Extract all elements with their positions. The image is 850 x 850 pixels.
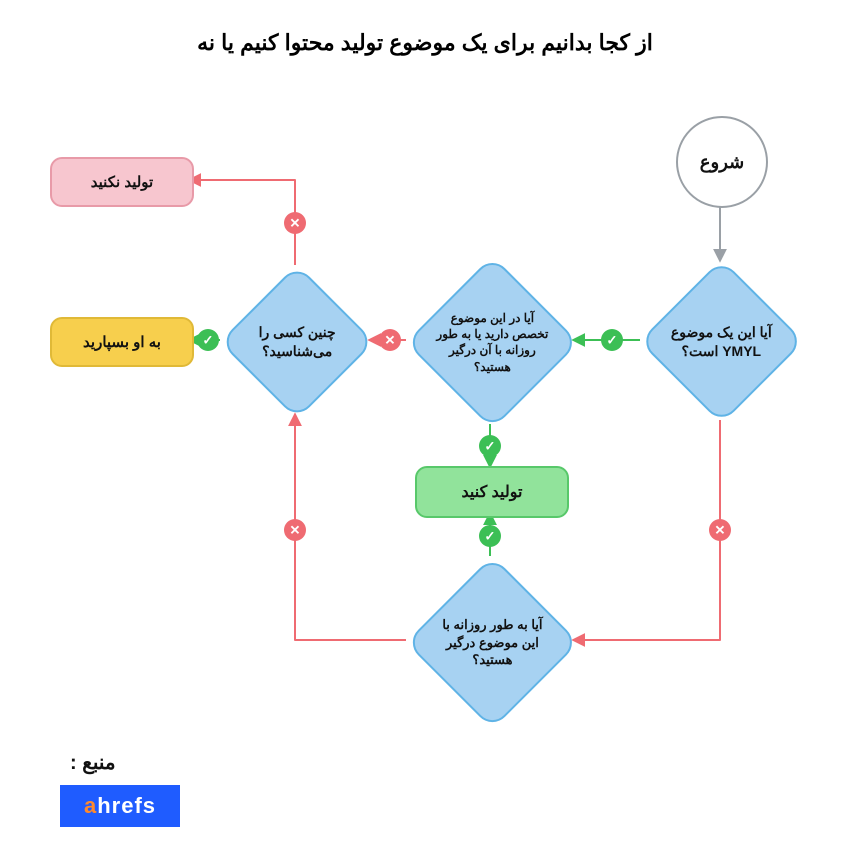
badge-e_ymyl_expert: ✓	[601, 329, 623, 351]
node-q_expert-label: آیا در این موضوع تخصص دارید یا به طور رو…	[433, 310, 552, 375]
node-start: شروع	[676, 116, 768, 208]
node-t_do: تولید کنید	[415, 466, 569, 518]
badge-e_expert_know: ✕	[379, 329, 401, 351]
svg-text:✕: ✕	[715, 523, 726, 538]
node-q_daily-label: آیا به طور روزانه با این موضوع درگیر هست…	[433, 616, 552, 669]
badge-e_daily_know: ✕	[284, 519, 306, 541]
svg-text:✓: ✓	[203, 333, 214, 348]
badge-e_ymyl_daily: ✕	[709, 519, 731, 541]
svg-text:✕: ✕	[290, 216, 301, 231]
badge-e_know_dont: ✕	[284, 212, 306, 234]
svg-text:✕: ✕	[385, 333, 396, 348]
edge-e_daily_know	[295, 415, 406, 640]
badge-e_know_outs: ✓	[197, 329, 219, 351]
flowchart-stage: ✓ ✕ ✓ ✕ ✓ ✕ ✓ ✕ از کجا بدانیم برای یک موضوع تول…	[0, 0, 850, 850]
node-t_outs: به او بسپارید	[50, 317, 194, 367]
edge-e_know_dont	[190, 180, 295, 265]
svg-text:✓: ✓	[485, 529, 496, 544]
badge-e_expert_do: ✓	[479, 435, 501, 457]
source-ahrefs-logo: ahrefs	[60, 785, 180, 827]
svg-text:✓: ✓	[485, 439, 496, 454]
edge-e_ymyl_daily	[574, 420, 720, 640]
node-q_ymyl-label: آیا این یک موضوع YMYL است؟	[665, 323, 778, 361]
badge-e_daily_do: ✓	[479, 525, 501, 547]
page-title: از کجا بدانیم برای یک موضوع تولید محتوا …	[0, 30, 850, 56]
svg-text:✓: ✓	[607, 333, 618, 348]
node-t_dont: تولید نکنید	[50, 157, 194, 207]
node-q_know-label: چنین کسی را می‌شناسید؟	[244, 323, 350, 361]
ahrefs-text: ahrefs	[84, 793, 156, 819]
svg-text:✕: ✕	[290, 523, 301, 538]
source-label: منبع :	[70, 750, 116, 775]
